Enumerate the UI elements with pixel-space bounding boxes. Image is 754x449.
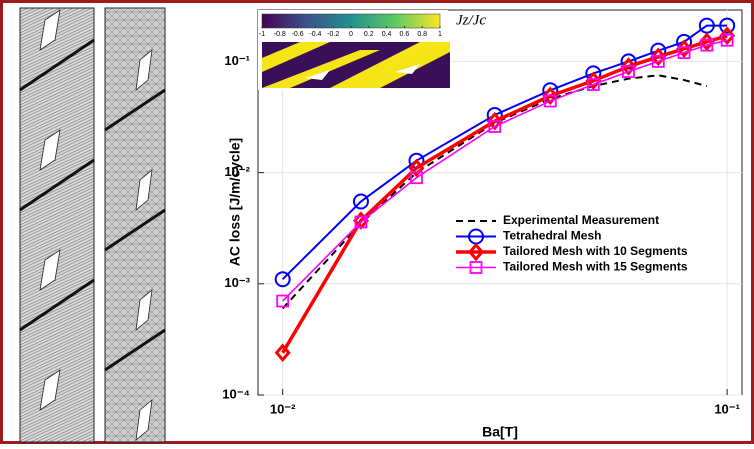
colorbar-tick-label: 0 — [349, 31, 353, 38]
colorbar-tick-label: -0.6 — [292, 31, 304, 38]
y-tick-label: 10⁻⁴ — [222, 386, 250, 401]
marker — [677, 46, 691, 60]
colorbar-tick-label: -0.2 — [327, 31, 339, 38]
colorbar-tick-label: -0.4 — [309, 31, 321, 38]
marker — [488, 120, 502, 133]
marker — [650, 47, 667, 67]
colorbar-tick-label: -0.8 — [274, 31, 286, 38]
marker — [719, 17, 736, 34]
inset: -1 -0.8 -0.6 -0.4 -0.2 0 0.2 0.4 0.6 0.8 1 — [258, 10, 450, 90]
colorbar-tick-label: 0.2 — [364, 31, 374, 38]
legend-label: Tailored Mesh with 10 Segments — [503, 244, 688, 258]
marker — [720, 33, 734, 47]
legend-label: Tetrahedral Mesh — [503, 229, 601, 243]
marker — [622, 65, 635, 78]
series-line — [281, 34, 728, 354]
marker — [700, 38, 714, 52]
marker — [274, 343, 291, 363]
marker — [620, 53, 637, 70]
y-tick-label: 10⁻³ — [224, 275, 250, 290]
marker — [468, 242, 484, 262]
marker — [586, 78, 600, 91]
y-tick-label: 10⁻¹ — [224, 53, 250, 68]
x-tick-label: 10⁻² — [270, 401, 296, 416]
mesh-images — [19, 7, 166, 443]
colorbar-label: Jz/Jc — [456, 12, 486, 28]
colorbar-tick-label: 1 — [438, 31, 442, 38]
marker — [410, 171, 423, 185]
marker — [352, 193, 369, 210]
marker — [469, 261, 483, 274]
marker — [543, 94, 557, 108]
y-tick-label: 10⁻² — [224, 164, 250, 179]
series-line — [282, 39, 728, 302]
colorbar-tick-label: 0.4 — [382, 31, 392, 38]
colorbar — [261, 13, 441, 29]
marker — [651, 55, 665, 68]
marker — [274, 271, 291, 288]
marker — [276, 294, 290, 308]
marker — [408, 158, 425, 178]
legend-label: Experimental Measurement — [503, 213, 659, 227]
colorbar-tick-label: 0.6 — [400, 31, 410, 38]
colorbar-tick-label: 0.8 — [417, 31, 427, 38]
marker — [719, 26, 736, 46]
x-axis-label: Ba[T] — [482, 424, 518, 440]
marker — [354, 215, 368, 229]
y-axis-label: AC loss [J/m/cycle] — [227, 138, 243, 266]
legend-label: Tailored Mesh with 15 Segments — [503, 260, 688, 274]
marker — [542, 86, 559, 106]
marker — [486, 111, 503, 131]
colorbar-tick-label: -1 — [259, 31, 265, 38]
x-tick-label: 10⁻¹ — [714, 401, 740, 416]
marker — [620, 57, 637, 76]
